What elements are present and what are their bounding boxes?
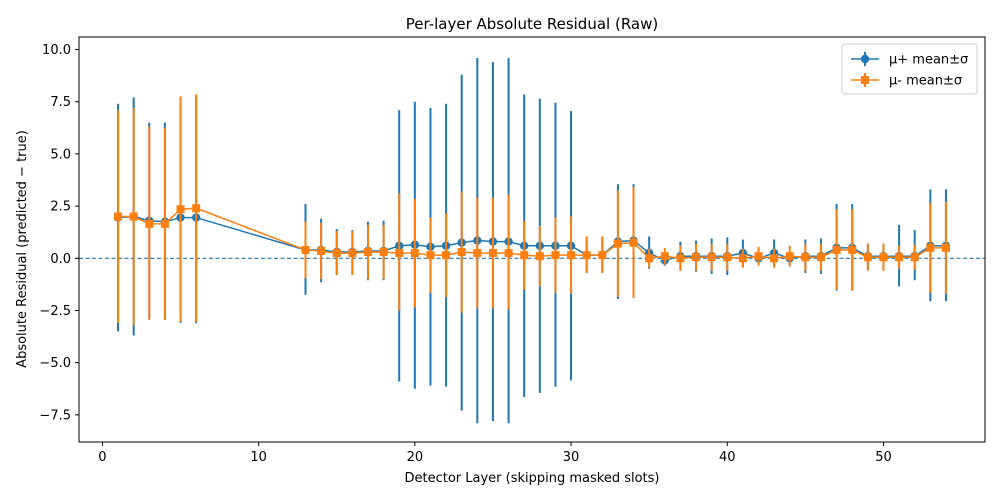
x-axis-label: Detector Layer (skipping masked slots) <box>404 471 659 486</box>
y-tick-label: 0.0 <box>50 252 71 267</box>
data-point <box>738 254 747 263</box>
data-point <box>332 249 341 258</box>
data-point <box>426 251 435 260</box>
data-point <box>160 219 169 228</box>
data-point <box>473 249 482 258</box>
data-point <box>567 251 576 260</box>
data-point <box>629 238 638 247</box>
data-point <box>551 251 560 260</box>
data-point <box>192 204 201 213</box>
data-point <box>363 248 372 257</box>
data-point <box>488 249 497 258</box>
data-point <box>816 253 825 262</box>
y-tick-label: −5.0 <box>39 356 71 371</box>
data-point <box>832 245 841 254</box>
data-point <box>660 252 669 261</box>
y-tick-label: −7.5 <box>39 408 71 423</box>
y-axis-label: Absolute Residual (predicted − true) <box>15 130 30 368</box>
data-point <box>910 253 919 262</box>
data-point <box>348 249 357 258</box>
data-point <box>785 252 794 261</box>
x-tick-label: 50 <box>875 450 892 465</box>
data-point <box>145 219 154 228</box>
x-tick-label: 40 <box>719 450 736 465</box>
axes: 0 10 20 30 40 50 −7.5 −5.0 −2.5 0.0 2.5 5.0 7.5 10.0 <box>39 36 986 465</box>
legend-box <box>841 43 978 95</box>
data-point <box>442 251 451 260</box>
data-point <box>848 245 857 254</box>
data-point <box>301 245 310 254</box>
y-tick-label: 5.0 <box>50 147 71 162</box>
legend-marker <box>861 76 869 84</box>
legend: μ+ mean±σ μ- mean±σ <box>841 43 978 95</box>
data-point <box>676 254 685 263</box>
x-tick-label: 20 <box>407 450 424 465</box>
y-tick-label: 2.5 <box>50 200 71 215</box>
data-point <box>504 249 513 258</box>
data-point <box>535 252 544 261</box>
y-tick-label: −2.5 <box>39 304 71 319</box>
data-point <box>598 251 607 260</box>
data-point <box>379 248 388 257</box>
data-point <box>895 253 904 262</box>
data-point <box>176 205 185 214</box>
legend-item-1: μ+ mean±σ <box>851 52 968 68</box>
data-point <box>879 253 888 262</box>
legend-label: μ+ mean±σ <box>889 53 968 68</box>
data-point <box>410 249 419 258</box>
plot-area <box>79 57 985 424</box>
data-point <box>114 212 123 221</box>
y-tick-label: 7.5 <box>50 95 71 110</box>
chart-title: Per-layer Absolute Residual (Raw) <box>406 15 658 33</box>
legend-label: μ- mean±σ <box>889 74 962 89</box>
data-point <box>645 254 654 263</box>
data-point <box>520 251 529 260</box>
data-point <box>457 248 466 257</box>
series-2 <box>114 94 950 326</box>
legend-item-2: μ- mean±σ <box>851 73 962 89</box>
data-point <box>926 243 935 252</box>
x-tick-label: 0 <box>98 450 106 465</box>
data-point <box>582 251 591 260</box>
data-point <box>317 246 326 255</box>
legend-marker <box>860 54 870 64</box>
data-point <box>707 253 716 262</box>
data-point <box>692 253 701 262</box>
data-point <box>723 253 732 262</box>
x-tick-label: 30 <box>563 450 580 465</box>
data-point <box>863 253 872 262</box>
data-point <box>395 249 404 258</box>
data-point <box>801 253 810 262</box>
data-point <box>770 254 779 263</box>
data-point <box>613 239 622 248</box>
x-tick-label: 10 <box>250 450 267 465</box>
data-point <box>941 243 950 252</box>
data-point <box>129 212 138 221</box>
data-point <box>754 252 763 261</box>
y-tick-label: 10.0 <box>42 43 71 58</box>
axes-frame <box>78 36 986 443</box>
